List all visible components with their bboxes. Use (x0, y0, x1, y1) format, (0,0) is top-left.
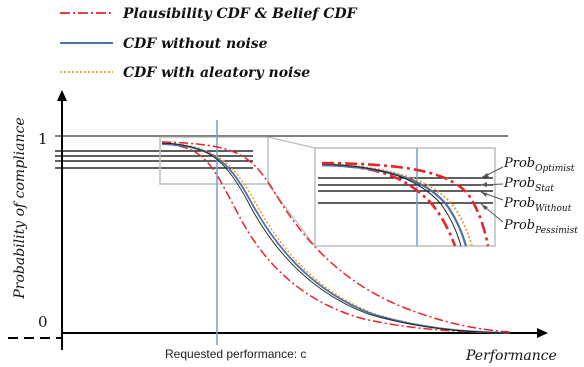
zoom-inset-box (314, 147, 496, 247)
y-axis-label: Probability of compliance (12, 117, 28, 299)
inset-belief-curve (321, 163, 457, 247)
stat-cdf-curve (161, 142, 511, 334)
legend-plausibility-label: Plausibility CDF & Belief CDF (122, 6, 358, 22)
legend-without-noise-label: CDF without noise (123, 36, 268, 52)
x-axis-label: Performance (465, 348, 557, 364)
prob-pessimist-label: ProbPessimist (503, 218, 578, 236)
inset-aleatory-curve (321, 163, 473, 247)
prob-stat-label: ProbStat (503, 176, 554, 194)
zoom-source-box (159, 136, 269, 185)
belief-cdf-curve (161, 143, 511, 334)
inset-stat-curve (321, 163, 462, 247)
prob-optimist-label: ProbOptimist (503, 156, 575, 174)
legend-aleatory-label: CDF with aleatory noise (123, 65, 310, 81)
y-tick-1: 1 (38, 130, 48, 148)
legend: Plausibility CDF & Belief CDF CDF withou… (60, 6, 358, 81)
requested-performance-label: Requested performance: c (165, 347, 306, 361)
x-axis-arrow (537, 328, 548, 338)
y-axis-arrow (57, 90, 67, 101)
prob-labels: ProbOptimist ProbStat ProbWithout ProbPe… (480, 156, 578, 236)
prob-stat-arrowhead (481, 182, 487, 187)
plausibility-cdf-curve (161, 141, 511, 333)
axes (8, 90, 548, 350)
inset-plausibility-curve (321, 161, 490, 247)
prob-optimist-arrowhead (481, 173, 489, 178)
zoom-connector-top (267, 136, 316, 149)
prob-without-label: ProbWithout (503, 196, 572, 214)
zoom-connector-bottom (267, 183, 316, 247)
prob-pessimist-arrowhead (481, 204, 488, 210)
zoom-inset (314, 147, 496, 247)
main-curves (161, 141, 511, 334)
prob-without-arrowhead (481, 192, 487, 197)
y-tick-0: 0 (38, 313, 48, 331)
